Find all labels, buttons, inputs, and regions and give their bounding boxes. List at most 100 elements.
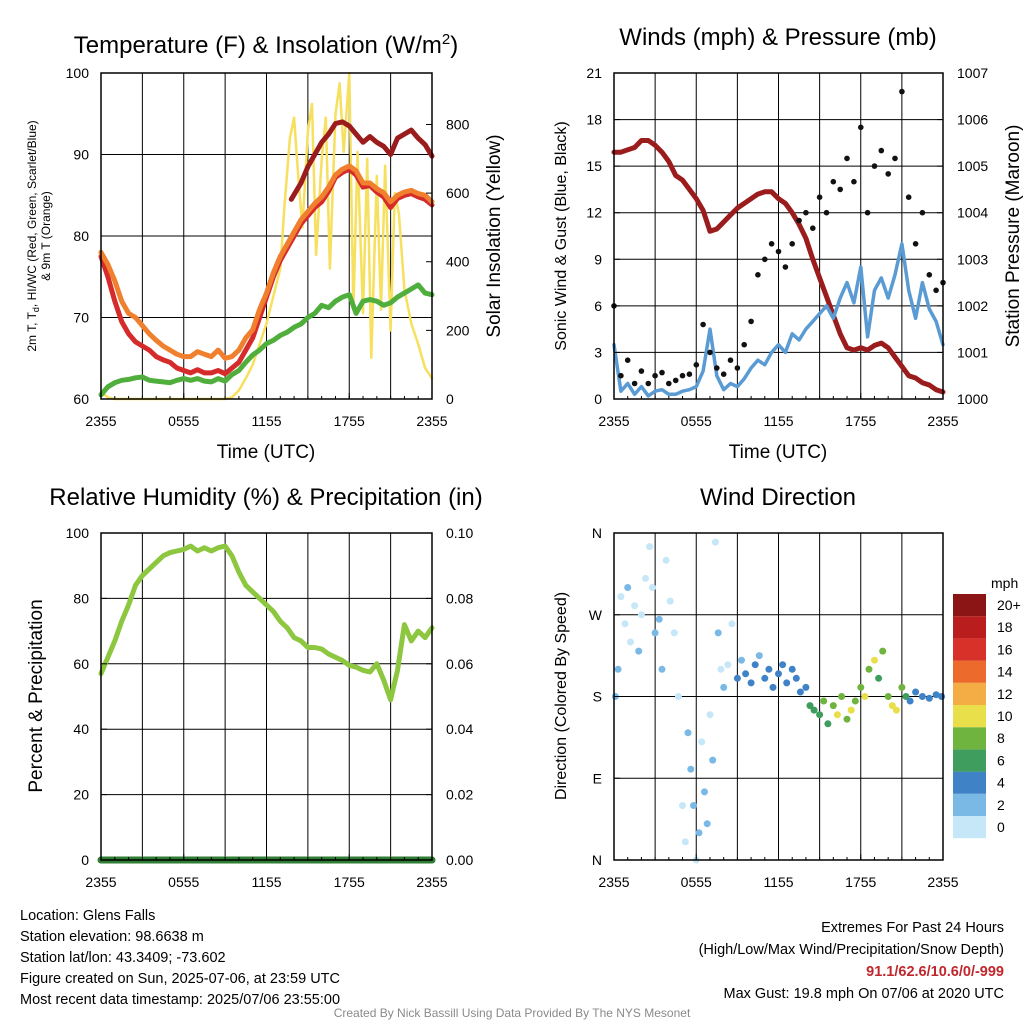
direction-point: [679, 802, 686, 809]
gust-point: [775, 248, 782, 255]
direction-point: [658, 665, 666, 673]
y2-tick-label: 0: [446, 391, 454, 407]
direction-point: [662, 556, 670, 564]
y2-tick-label: 0.04: [446, 721, 473, 737]
direction-point: [709, 756, 717, 764]
direction-point: [711, 538, 719, 546]
gust-point: [645, 380, 652, 387]
direction-point: [655, 615, 663, 623]
gust-point: [844, 155, 850, 162]
title-main: Temperature (F) & Insolation (W/m: [74, 32, 442, 59]
x-tick-label: 1155: [251, 874, 281, 890]
direction-point: [847, 706, 855, 714]
direction-point: [925, 694, 933, 702]
y-tick-label: 15: [586, 158, 602, 174]
x-tick-label: 2355: [598, 874, 629, 890]
legend-swatch: [953, 705, 986, 728]
gust-point: [899, 88, 905, 95]
y-tick-label: 70: [73, 310, 89, 326]
direction-point: [783, 679, 791, 687]
chart-title: Wind Direction: [700, 484, 856, 511]
direction-point: [674, 693, 682, 700]
direction-point: [816, 711, 824, 719]
gust-point: [830, 178, 837, 185]
y2-tick-label: 400: [446, 254, 470, 270]
y-tick-label: 80: [73, 228, 89, 244]
gust-point: [871, 163, 878, 169]
legend-label: 20+: [997, 597, 1021, 613]
y-label-subscript: d: [31, 307, 41, 312]
direction-point: [684, 729, 692, 737]
x-tick-label: 1155: [251, 413, 281, 429]
y2-tick-label: 0.02: [446, 787, 473, 803]
y-tick-label: S: [593, 689, 602, 705]
direction-point: [838, 693, 846, 700]
direction-point: [747, 679, 755, 687]
gust-point: [652, 372, 658, 379]
station-info: Location: Glens Falls Station elevation:…: [20, 906, 340, 1011]
direction-point: [703, 820, 711, 828]
y2-tick-label: 1000: [957, 391, 988, 407]
direction-point: [843, 715, 851, 723]
gust-point: [837, 186, 843, 193]
direction-point: [829, 702, 837, 710]
title-end: ): [450, 32, 458, 59]
y-tick-label: W: [589, 607, 603, 623]
gust-point: [714, 365, 720, 371]
gust-point: [796, 217, 802, 224]
y-axis-label: Direction (Colored By Speed): [553, 592, 570, 800]
direction-point: [733, 674, 741, 682]
direction-point: [824, 720, 832, 728]
credit-line: Created By Nick Bassill Using Data Provi…: [333, 1006, 691, 1020]
direction-point: [779, 661, 787, 669]
direction-point: [796, 688, 804, 696]
gust-point: [727, 357, 734, 364]
direction-point: [624, 584, 632, 591]
x-tick-label: 0555: [168, 413, 199, 429]
y2-tick-label: 1007: [957, 65, 988, 81]
gust-point: [919, 209, 926, 216]
station-latlon: Station lat/lon: 43.3409; -73.602: [20, 950, 226, 966]
y-tick-label: 3: [594, 344, 602, 360]
x-tick-label: 1155: [763, 874, 793, 890]
y2-tick-label: 1002: [957, 298, 988, 314]
gust-point: [864, 209, 871, 216]
y2-tick-label: 0.06: [446, 656, 473, 672]
direction-point: [728, 620, 736, 628]
direction-point: [788, 665, 796, 673]
y-tick-label: N: [592, 525, 602, 541]
gust-point: [768, 241, 775, 247]
y-tick-label: E: [593, 770, 602, 786]
x-tick-label: 2355: [416, 874, 447, 890]
direction-point: [681, 838, 689, 846]
legend-label: 6: [997, 752, 1005, 768]
series-line-td: [98, 282, 435, 398]
legend-title: mph: [991, 575, 1018, 591]
x-tick-label: 1755: [845, 874, 876, 890]
gust-point: [638, 368, 645, 374]
y-tick-label: 90: [73, 147, 89, 163]
extremes-panel: Extremes For Past 24 Hours (High/Low/Max…: [699, 917, 1004, 1005]
direction-point: [938, 693, 946, 700]
gust-point: [693, 362, 700, 368]
y-label-part: , HI/WC (Red, Green, Scarlet/Blue): [25, 120, 39, 307]
direction-point: [857, 683, 865, 691]
direction-point: [851, 697, 859, 705]
legend-label: 0: [997, 819, 1005, 835]
direction-point: [906, 697, 914, 705]
y-tick-label: 100: [66, 65, 90, 81]
y-tick-label: 12: [586, 205, 602, 221]
station-location: Location: Glens Falls: [20, 908, 156, 924]
series-line-relative-humidity: [98, 543, 435, 703]
y2-tick-label: 0.00: [446, 852, 473, 868]
legend-label: 16: [997, 641, 1013, 657]
x-tick-label: 1155: [763, 413, 793, 429]
direction-point: [687, 765, 695, 773]
gust-point: [933, 287, 939, 294]
extremes-values: 91.1/62.6/10.6/0/-999: [866, 964, 1004, 980]
direction-point: [617, 593, 625, 601]
legend-swatch: [953, 793, 986, 816]
direction-point: [761, 674, 769, 682]
y2-tick-label: 0.08: [446, 590, 473, 606]
